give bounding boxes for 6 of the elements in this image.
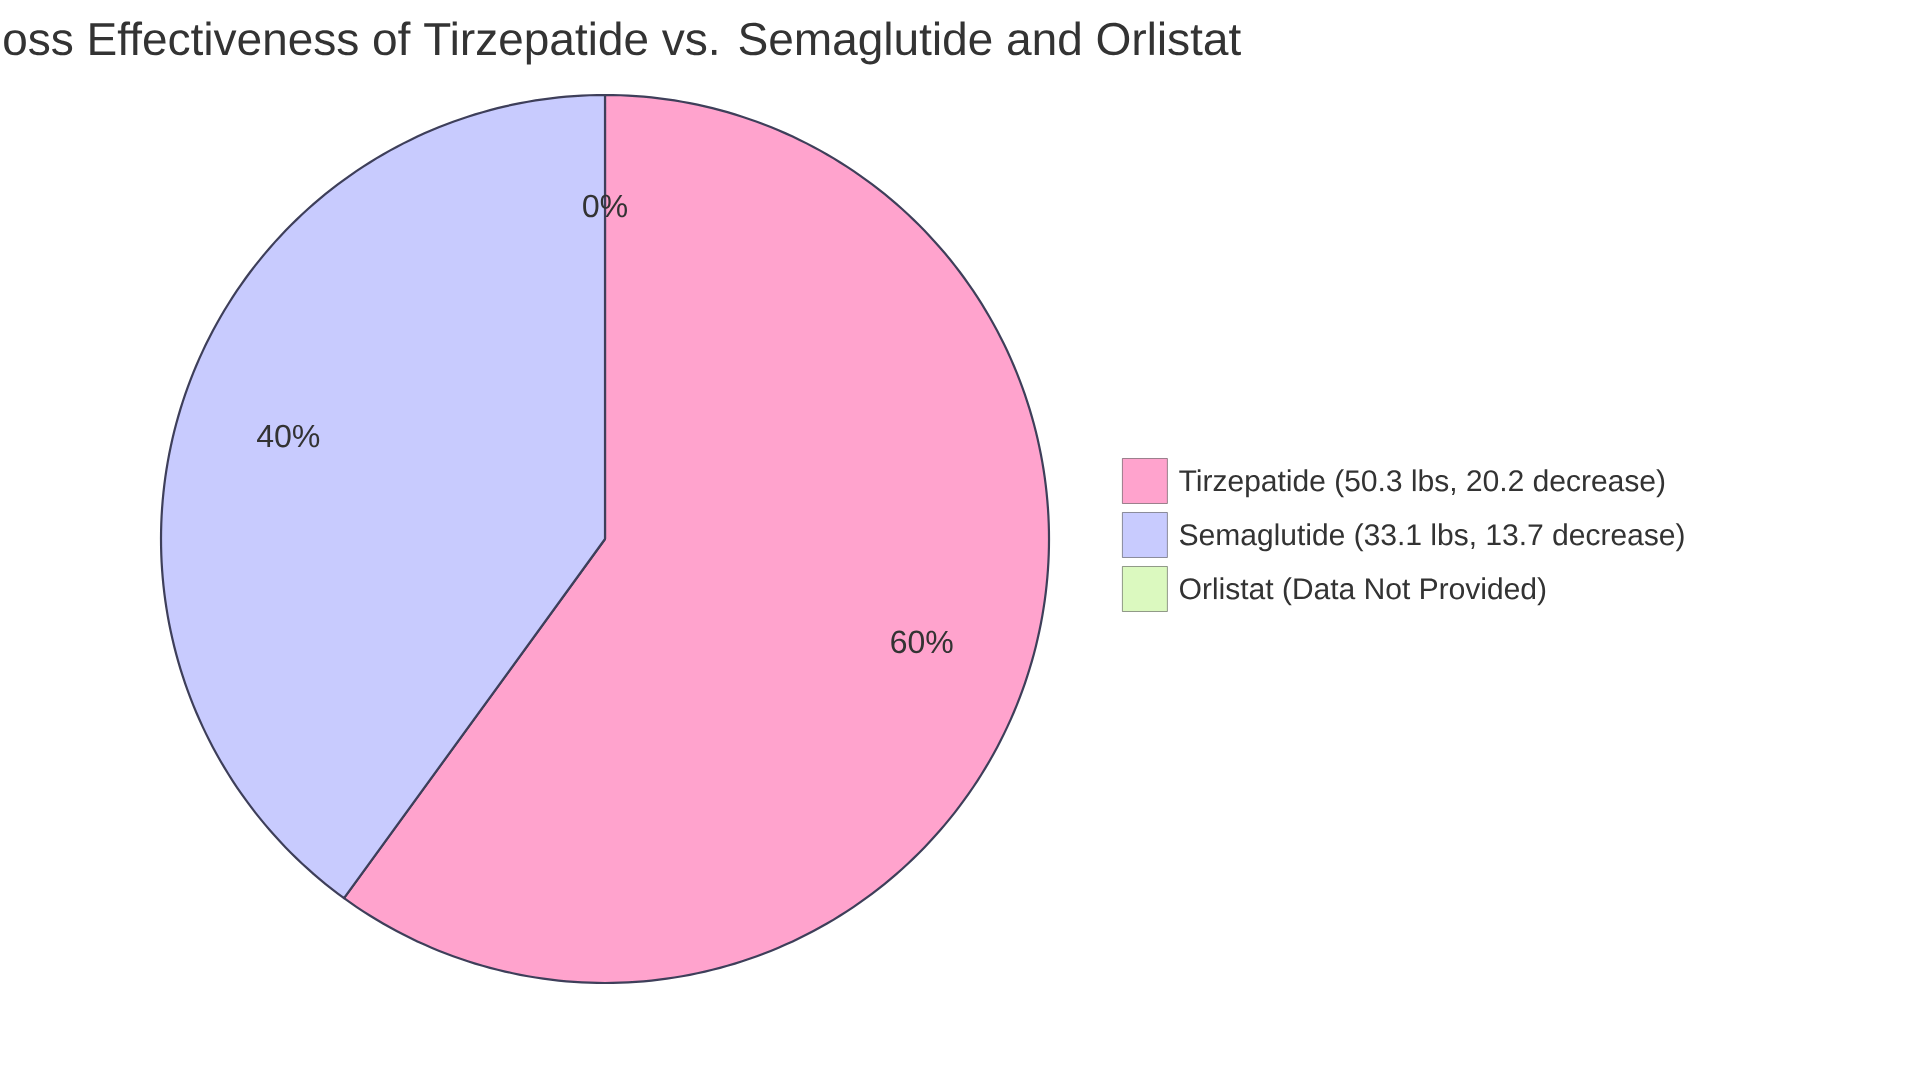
data-label: 60% xyxy=(891,630,953,654)
chart-title: oss Effectiveness of Tirzepatide vs. Semaglutide and Orlistat xyxy=(4,21,1241,65)
data-label: 40% xyxy=(257,424,320,448)
legend-label: Semaglutide (33.1 lbs, 13.7 decrease) xyxy=(1179,523,1684,552)
legend-label: Orlistat (Data Not Provided) xyxy=(1180,577,1546,606)
legend-label: Tirzepatide (50.3 lbs, 20.2 decrease) xyxy=(1179,469,1665,498)
